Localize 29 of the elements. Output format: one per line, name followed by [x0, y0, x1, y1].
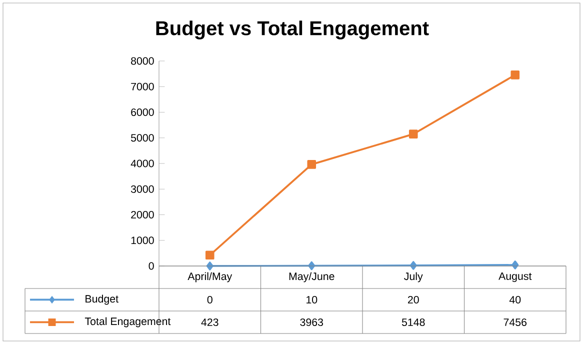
x-tick-label: August: [498, 272, 532, 282]
y-tick-label: 3000: [130, 185, 154, 193]
data-label: 423: [201, 318, 218, 326]
point: [510, 70, 520, 80]
data-label: 7456: [504, 318, 527, 326]
y-tick-label: 2000: [131, 210, 154, 219]
point: [307, 160, 316, 169]
point: [205, 250, 214, 260]
data-label: 20: [408, 296, 419, 304]
chart-title: Budget vs Total Engagement: [156, 20, 429, 40]
data-label: 10: [306, 296, 318, 304]
data-label: 3963: [300, 318, 324, 326]
y-tick-label: 0: [148, 262, 154, 270]
y-tick-label: 1000: [131, 236, 154, 244]
legend-label: Total Engagement: [84, 317, 171, 328]
y-tick-label: 4000: [130, 160, 154, 168]
y-tick-label: 8000: [131, 57, 154, 65]
point: [408, 130, 418, 138]
point: [512, 260, 519, 270]
y-tick-label: 5000: [130, 134, 154, 142]
data-label: 5148: [402, 318, 425, 326]
data-label: 0: [207, 296, 212, 304]
data-label: 40: [509, 296, 521, 304]
legend-label: Budget: [86, 294, 118, 305]
x-tick-label: July: [404, 272, 423, 282]
y-tick-label: 7000: [131, 82, 154, 90]
x-tick-label: April/May: [188, 272, 232, 282]
x-tick-label: May/June: [289, 272, 334, 282]
y-tick-label: 6000: [131, 108, 154, 116]
